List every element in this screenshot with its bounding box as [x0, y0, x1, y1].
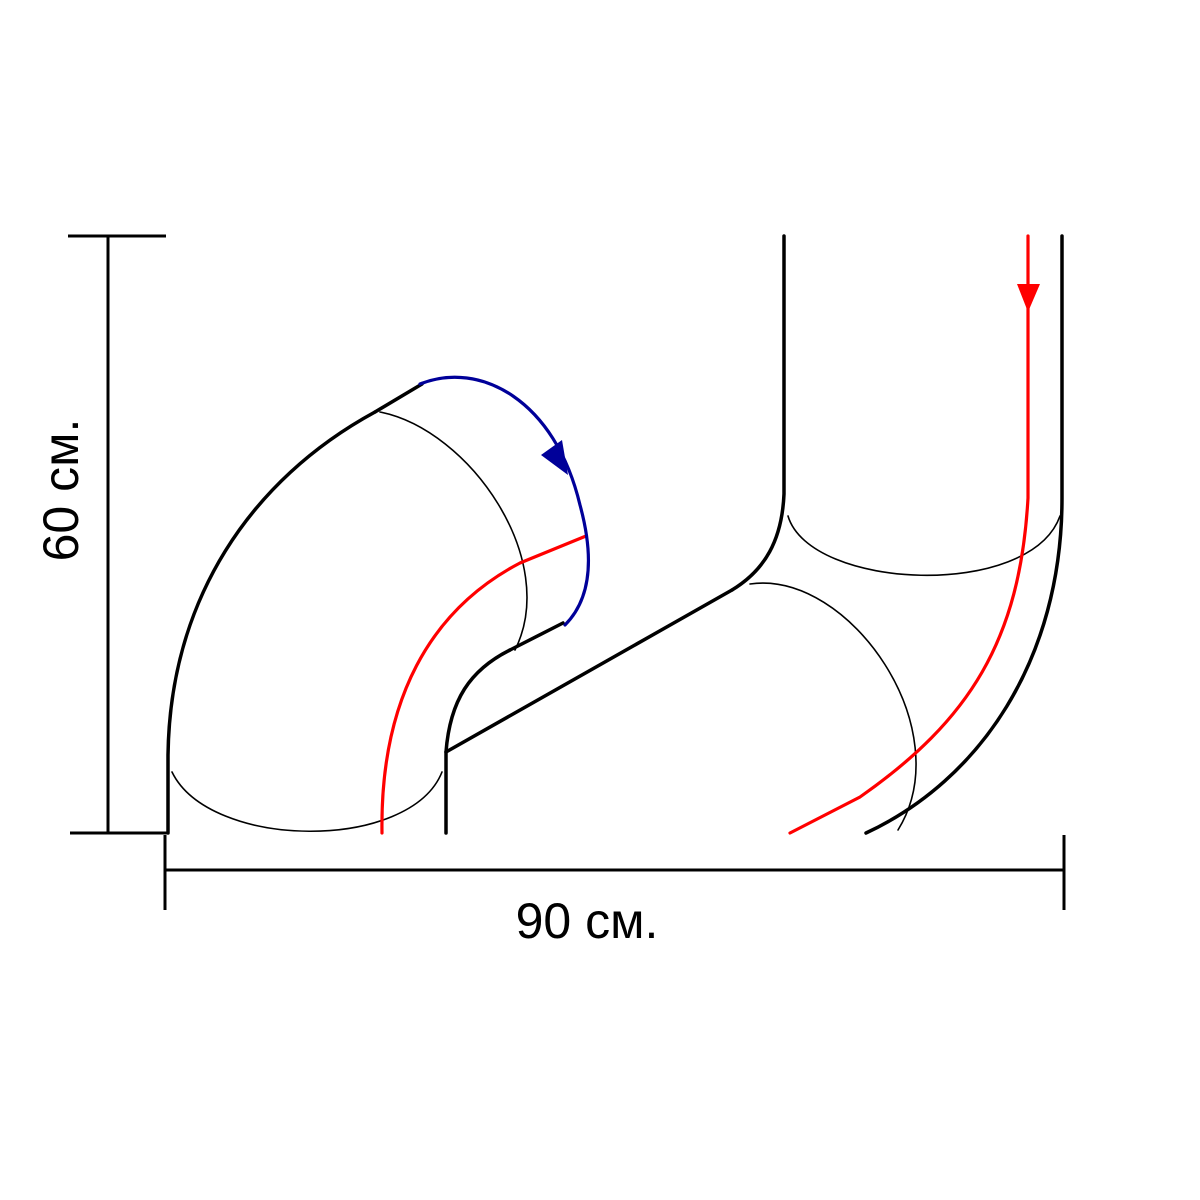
width-label: 90 см.: [516, 893, 659, 949]
left-elbow-lower-opening: [508, 621, 565, 652]
red-flow: [380, 234, 1040, 835]
red-flow-arrow-icon: [1017, 284, 1040, 312]
height-dimension: 60 см.: [33, 234, 168, 835]
right-tee-upper-seam: [787, 515, 1061, 577]
right-tee: [730, 234, 1064, 835]
width-dimension: 90 см.: [163, 835, 1066, 949]
right-tee-inner-wall: [730, 234, 786, 592]
blue-rotation: [418, 375, 590, 627]
left-elbow: [166, 382, 565, 835]
height-label: 60 см.: [33, 419, 89, 562]
right-tee-outer-wall: [864, 234, 1064, 835]
blue-rotation-arc: [418, 375, 590, 627]
left-elbow-upper-seam: [379, 411, 528, 651]
left-elbow-top-opening: [373, 382, 424, 414]
left-elbow-bottom-seam: [171, 771, 443, 833]
red-flow-left-path: [380, 534, 588, 835]
red-flow-right-path: [788, 234, 1030, 835]
blue-rotation-arrow-icon: [541, 440, 568, 475]
left-elbow-inner-wall: [444, 648, 512, 835]
connector-lower-wall: [444, 588, 734, 754]
left-elbow-outer-wall: [166, 410, 377, 835]
right-tee-lower-seam: [749, 582, 917, 831]
connector-pipe: [444, 588, 734, 754]
